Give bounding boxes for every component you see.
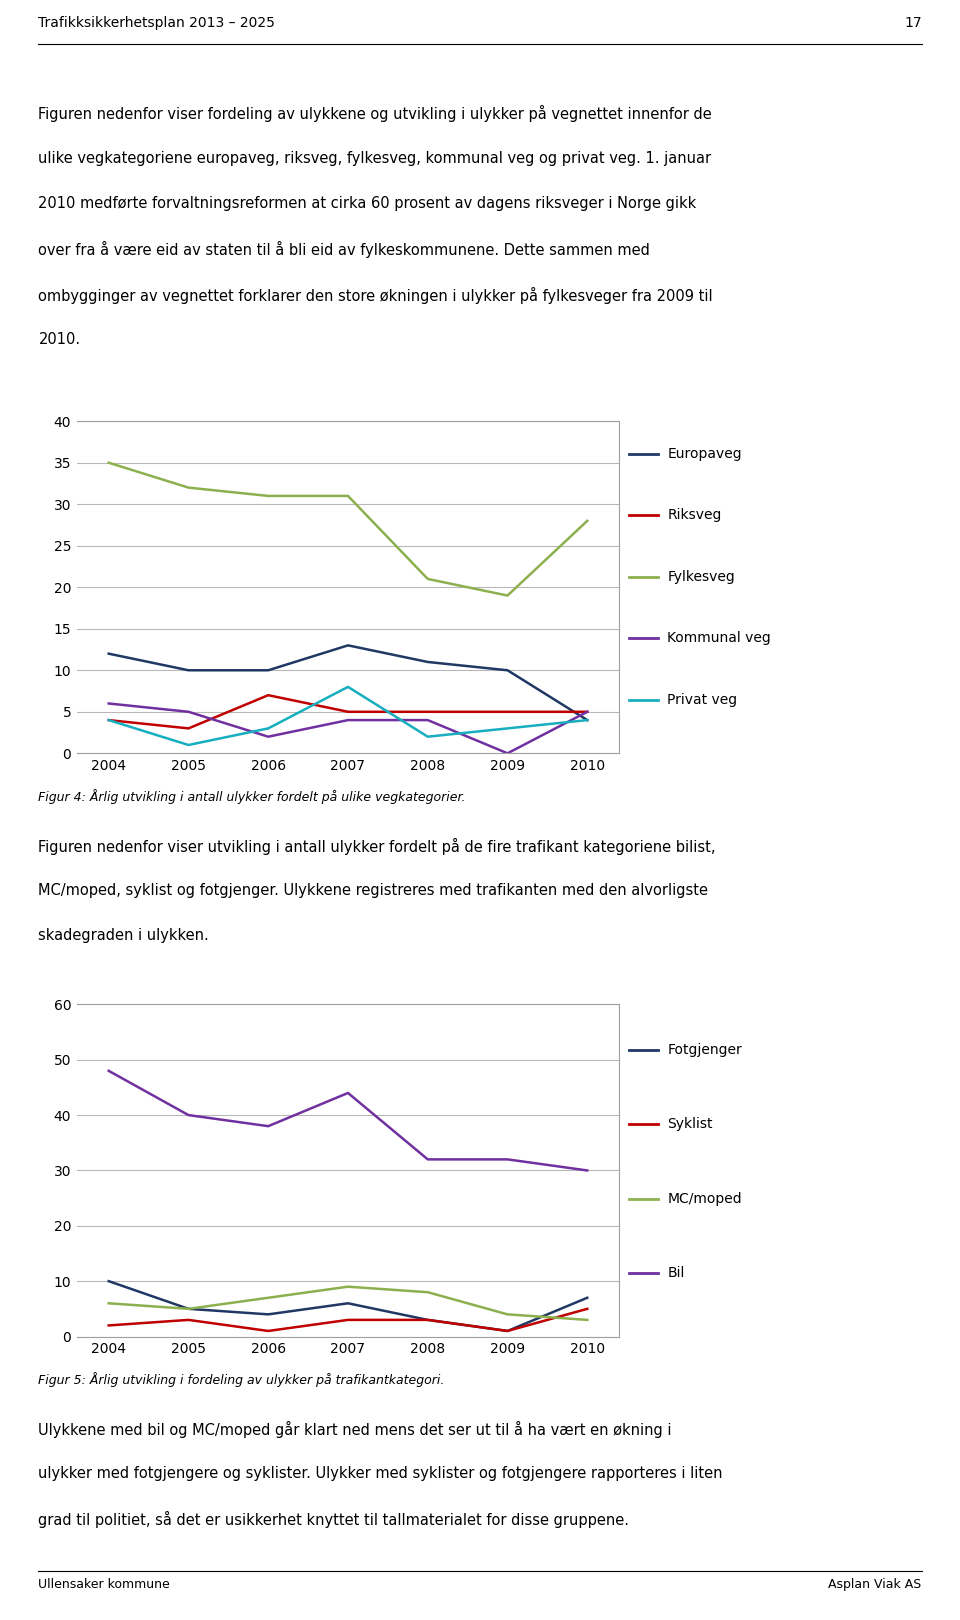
Text: Figur 5: Årlig utvikling i fordeling av ulykker på trafikantkategori.: Figur 5: Årlig utvikling i fordeling av … bbox=[38, 1372, 444, 1387]
Text: Figuren nedenfor viser utvikling i antall ulykker fordelt på de fire trafikant k: Figuren nedenfor viser utvikling i antal… bbox=[38, 838, 716, 855]
Text: MC/moped, syklist og fotgjenger. Ulykkene registreres med trafikanten med den al: MC/moped, syklist og fotgjenger. Ulykken… bbox=[38, 883, 708, 897]
Text: Fotgjenger: Fotgjenger bbox=[667, 1043, 742, 1056]
Text: grad til politiet, så det er usikkerhet knyttet til tallmaterialet for disse gru: grad til politiet, så det er usikkerhet … bbox=[38, 1511, 630, 1529]
Text: Fylkesveg: Fylkesveg bbox=[667, 570, 735, 583]
Text: Privat veg: Privat veg bbox=[667, 693, 737, 706]
Text: 17: 17 bbox=[904, 16, 922, 29]
Text: Riksveg: Riksveg bbox=[667, 509, 722, 522]
Text: over fra å være eid av staten til å bli eid av fylkeskommunene. Dette sammen med: over fra å være eid av staten til å bli … bbox=[38, 241, 650, 259]
Text: skadegraden i ulykken.: skadegraden i ulykken. bbox=[38, 928, 209, 943]
Text: 2010.: 2010. bbox=[38, 332, 81, 347]
Text: Ulykkene med bil og MC/moped går klart ned mens det ser ut til å ha vært en økni: Ulykkene med bil og MC/moped går klart n… bbox=[38, 1421, 672, 1439]
Text: Asplan Viak AS: Asplan Viak AS bbox=[828, 1578, 922, 1591]
Text: ulike vegkategoriene europaveg, riksveg, fylkesveg, kommunal veg og privat veg. : ulike vegkategoriene europaveg, riksveg,… bbox=[38, 151, 711, 165]
Text: Figur 4: Årlig utvikling i antall ulykker fordelt på ulike vegkategorier.: Figur 4: Årlig utvikling i antall ulykke… bbox=[38, 789, 466, 804]
Text: Bil: Bil bbox=[667, 1267, 684, 1280]
Text: Figuren nedenfor viser fordeling av ulykkene og utvikling i ulykker på vegnettet: Figuren nedenfor viser fordeling av ulyk… bbox=[38, 105, 712, 123]
Text: Syklist: Syklist bbox=[667, 1118, 712, 1131]
Text: ombygginger av vegnettet forklarer den store økningen i ulykker på fylkesveger f: ombygginger av vegnettet forklarer den s… bbox=[38, 287, 713, 305]
Text: Europaveg: Europaveg bbox=[667, 447, 742, 460]
Text: Ullensaker kommune: Ullensaker kommune bbox=[38, 1578, 170, 1591]
Text: 2010 medførte forvaltningsreformen at cirka 60 prosent av dagens riksveger i Nor: 2010 medførte forvaltningsreformen at ci… bbox=[38, 196, 697, 211]
Text: Trafikksikkerhetsplan 2013 – 2025: Trafikksikkerhetsplan 2013 – 2025 bbox=[38, 16, 276, 29]
Text: Kommunal veg: Kommunal veg bbox=[667, 632, 771, 645]
Text: ulykker med fotgjengere og syklister. Ulykker med syklister og fotgjengere rappo: ulykker med fotgjengere og syklister. Ul… bbox=[38, 1466, 723, 1481]
Text: MC/moped: MC/moped bbox=[667, 1192, 742, 1205]
